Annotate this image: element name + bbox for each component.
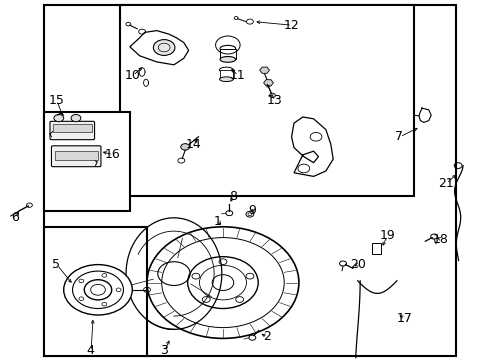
Text: 5: 5 (52, 258, 60, 271)
Circle shape (181, 144, 190, 150)
FancyBboxPatch shape (44, 112, 130, 211)
Text: 19: 19 (379, 229, 395, 242)
Text: 8: 8 (229, 190, 237, 203)
Text: 6: 6 (11, 211, 19, 224)
Text: 20: 20 (350, 258, 366, 271)
Bar (220, 70, 233, 79)
Text: 15: 15 (49, 94, 64, 107)
Ellipse shape (220, 57, 236, 62)
Polygon shape (264, 80, 273, 86)
Text: 2: 2 (263, 330, 271, 343)
Polygon shape (419, 108, 431, 122)
Text: 7: 7 (395, 130, 403, 143)
Ellipse shape (220, 45, 236, 52)
Polygon shape (260, 67, 270, 73)
Text: 18: 18 (433, 233, 449, 246)
Text: 4: 4 (87, 345, 95, 357)
Text: 13: 13 (267, 94, 282, 107)
Text: 17: 17 (396, 312, 412, 325)
Bar (55, 151, 98, 160)
Text: 16: 16 (105, 148, 121, 161)
Circle shape (71, 114, 81, 122)
Circle shape (54, 114, 64, 122)
FancyBboxPatch shape (44, 227, 147, 356)
Bar (53, 124, 92, 132)
FancyBboxPatch shape (50, 121, 95, 140)
Text: 9: 9 (248, 204, 256, 217)
Polygon shape (130, 31, 189, 65)
Polygon shape (292, 117, 333, 176)
Text: 12: 12 (284, 19, 299, 32)
Text: 11: 11 (230, 69, 245, 82)
FancyBboxPatch shape (51, 146, 101, 167)
Circle shape (270, 93, 275, 98)
FancyBboxPatch shape (120, 5, 414, 196)
FancyBboxPatch shape (44, 5, 456, 356)
Ellipse shape (220, 77, 233, 81)
Ellipse shape (220, 67, 233, 72)
Text: 1: 1 (214, 215, 222, 228)
Text: 10: 10 (124, 69, 140, 82)
Circle shape (153, 40, 175, 55)
Text: 3: 3 (160, 345, 168, 357)
Circle shape (266, 81, 271, 85)
Bar (220, 49, 236, 59)
Bar (372, 243, 381, 254)
Text: 21: 21 (438, 177, 454, 190)
Circle shape (64, 265, 132, 315)
Text: 14: 14 (186, 138, 201, 150)
